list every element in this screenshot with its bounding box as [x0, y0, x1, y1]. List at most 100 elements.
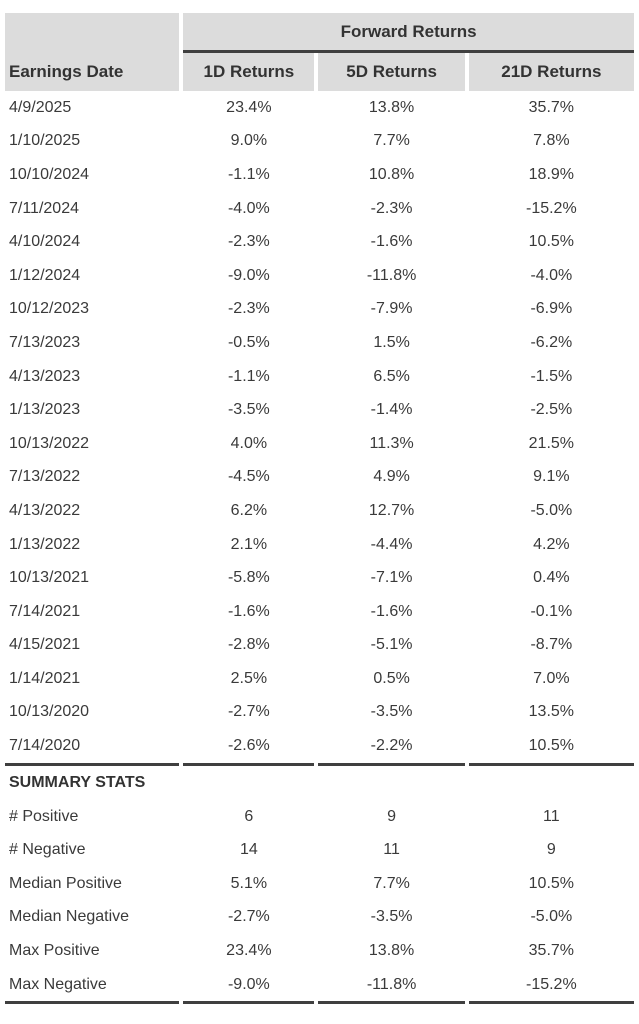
summary-header-row: SUMMARY STATS	[5, 762, 634, 800]
column-header-row: Earnings Date 1D Returns 5D Returns 21D …	[5, 53, 634, 91]
return-21d-cell: -6.9%	[530, 300, 573, 318]
summary-row: Max Negative -9.0% -11.8% -15.2%	[5, 968, 634, 1005]
return-1d-cell: -2.7%	[227, 703, 270, 721]
table-row: 4/13/2022 6.2% 12.7% -5.0%	[5, 494, 634, 528]
summary-header-spacer-cell	[183, 762, 315, 800]
earnings-date-cell: 10/13/2022	[9, 434, 90, 452]
return-21d-cell: 35.7%	[528, 98, 575, 116]
return-5d-cell: -4.4%	[370, 535, 413, 553]
return-1d-cell: -4.0%	[227, 199, 270, 217]
summary-1d-cell: -2.7%	[227, 908, 270, 926]
column-header-21d-returns: 21D Returns	[468, 53, 634, 91]
summary-header-spacer-cell	[468, 762, 634, 800]
return-21d-cell: -4.0%	[530, 266, 573, 284]
return-21d-cell: 13.5%	[528, 703, 575, 721]
earnings-date-cell: 1/10/2025	[9, 132, 81, 150]
earnings-date-cell: 4/13/2023	[9, 367, 81, 385]
summary-row: # Positive 6 9 11	[5, 800, 634, 834]
table-row: 1/14/2021 2.5% 0.5% 7.0%	[5, 662, 634, 696]
return-5d-cell: 11.3%	[369, 434, 414, 452]
forward-returns-table: Forward Returns Earnings Date 1D Returns…	[1, 13, 638, 1005]
return-21d-cell: 9.1%	[533, 468, 570, 486]
summary-1d-cell: 23.4%	[226, 942, 272, 960]
return-5d-cell: 1.5%	[373, 333, 410, 351]
return-1d-cell: -2.8%	[227, 636, 270, 654]
summary-stat-label: Median Negative	[9, 908, 130, 926]
earnings-date-cell: 4/9/2025	[9, 98, 72, 116]
return-5d-cell: 6.5%	[373, 367, 410, 385]
return-21d-cell: -5.0%	[530, 501, 573, 519]
return-1d-cell: 2.5%	[230, 669, 268, 687]
table-row: 10/13/2021 -5.8% -7.1% 0.4%	[5, 561, 634, 595]
return-5d-cell: -2.2%	[370, 737, 413, 755]
summary-stat-label: # Positive	[9, 807, 79, 825]
earnings-date-cell: 1/13/2023	[9, 401, 81, 419]
return-5d-cell: -7.1%	[370, 569, 413, 587]
table-row: 4/10/2024 -2.3% -1.6% 10.5%	[5, 225, 634, 259]
return-21d-cell: 21.5%	[528, 434, 575, 452]
table-row: 1/10/2025 9.0% 7.7% 7.8%	[5, 125, 634, 159]
summary-21d-cell: 10.5%	[528, 874, 575, 892]
return-1d-cell: 4.0%	[230, 434, 268, 452]
return-5d-cell: 13.8%	[368, 98, 415, 116]
earnings-date-cell: 7/14/2021	[9, 602, 81, 620]
earnings-date-cell: 7/13/2022	[9, 468, 81, 486]
summary-1d-cell: -9.0%	[183, 968, 315, 1005]
summary-5d-cell: -3.5%	[370, 908, 413, 926]
table-row: 7/13/2023 -0.5% 1.5% -6.2%	[5, 326, 634, 360]
return-1d-cell: -1.1%	[227, 367, 270, 385]
return-21d-cell: -2.5%	[530, 401, 573, 419]
return-21d-cell: -6.2%	[530, 333, 573, 351]
return-5d-cell: -1.6%	[370, 602, 413, 620]
earnings-date-cell: 10/12/2023	[9, 300, 90, 318]
return-1d-cell: 2.1%	[230, 535, 268, 553]
return-5d-cell: -1.4%	[370, 401, 413, 419]
return-5d-cell: 7.7%	[373, 132, 410, 150]
return-21d-cell: -8.7%	[530, 636, 573, 654]
table-row: 10/13/2020 -2.7% -3.5% 13.5%	[5, 696, 634, 730]
summary-row: Max Positive 23.4% 13.8% 35.7%	[5, 934, 634, 968]
return-1d-cell: -5.8%	[227, 569, 270, 587]
table-row: 7/14/2020 -2.6% -2.2% 10.5%	[5, 729, 634, 763]
return-21d-cell: -0.1%	[530, 602, 573, 620]
return-5d-cell: 12.7%	[368, 501, 415, 519]
summary-21d-cell: -15.2%	[468, 968, 634, 1005]
summary-21d-cell: 35.7%	[528, 942, 575, 960]
earnings-date-cell: 10/10/2024	[9, 165, 90, 183]
return-1d-cell: -3.5%	[227, 401, 270, 419]
return-21d-cell: 7.0%	[533, 669, 570, 687]
table-row: 10/12/2023 -2.3% -7.9% -6.9%	[5, 293, 634, 327]
summary-21d-cell: 9	[546, 841, 556, 859]
summary-21d-cell: -5.0%	[530, 908, 573, 926]
return-21d-cell: -1.5%	[530, 367, 573, 385]
earnings-date-cell: 1/13/2022	[9, 535, 81, 553]
summary-5d-cell: 9	[387, 807, 397, 825]
table-row: 10/10/2024 -1.1% 10.8% 18.9%	[5, 158, 634, 192]
column-header-earnings-date: Earnings Date	[5, 53, 180, 91]
return-1d-cell: -2.3%	[227, 300, 270, 318]
return-1d-cell: 9.0%	[230, 132, 268, 150]
group-header-spacer-cell	[5, 13, 180, 53]
return-5d-cell: -2.3%	[370, 199, 413, 217]
return-1d-cell: -2.3%	[227, 233, 270, 251]
return-21d-cell: 10.5%	[528, 737, 575, 755]
return-5d-cell: -3.5%	[370, 703, 413, 721]
summary-5d-cell: 7.7%	[373, 874, 410, 892]
table-row: 4/15/2021 -2.8% -5.1% -8.7%	[5, 629, 634, 663]
summary-1d-cell: 14	[239, 841, 258, 859]
summary-5d-cell: 11	[383, 841, 400, 859]
summary-stat-label: # Negative	[9, 841, 86, 859]
summary-1d-cell: 5.1%	[230, 874, 268, 892]
return-1d-cell: -9.0%	[227, 266, 270, 284]
table-row: 1/12/2024 -9.0% -11.8% -4.0%	[5, 259, 634, 293]
table-row: 4/13/2023 -1.1% 6.5% -1.5%	[5, 360, 634, 394]
summary-row: Median Positive 5.1% 7.7% 10.5%	[5, 867, 634, 901]
summary-stats-title: SUMMARY STATS	[5, 762, 180, 800]
return-5d-cell: 0.5%	[373, 669, 410, 687]
earnings-date-cell: 4/10/2024	[9, 233, 81, 251]
table-row: 7/14/2021 -1.6% -1.6% -0.1%	[5, 595, 634, 629]
earnings-date-cell: 4/15/2021	[9, 636, 81, 654]
earnings-date-cell: 7/13/2023	[9, 333, 81, 351]
summary-5d-cell: -11.8%	[318, 968, 465, 1005]
